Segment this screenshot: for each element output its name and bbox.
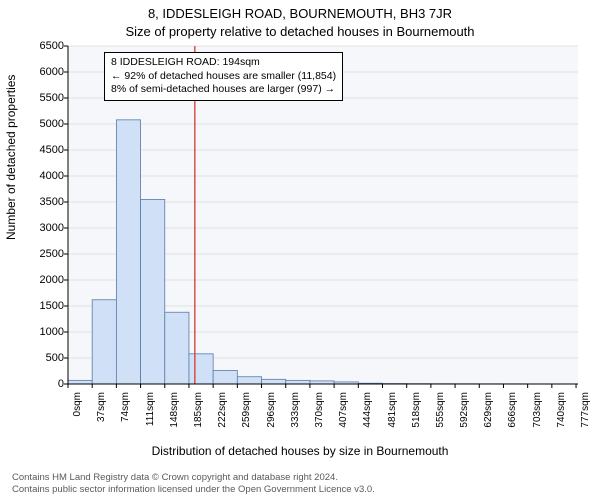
x-tick-label: 259sqm xyxy=(241,392,252,452)
y-tick-label: 4000 xyxy=(24,170,64,182)
y-tick-label: 0 xyxy=(24,378,64,390)
y-tick-label: 3000 xyxy=(24,222,64,234)
x-tick-label: 777sqm xyxy=(580,392,591,452)
chart-title-line-1: 8, IDDESLEIGH ROAD, BOURNEMOUTH, BH3 7JR xyxy=(0,6,600,21)
x-tick-label: 185sqm xyxy=(193,392,204,452)
y-tick-label: 500 xyxy=(24,352,64,364)
plot-area: 8 IDDESLEIGH ROAD: 194sqm ← 92% of detac… xyxy=(68,46,578,384)
x-tick-label: 740sqm xyxy=(556,392,567,452)
y-tick-label: 1000 xyxy=(24,326,64,338)
x-tick-label: 666sqm xyxy=(507,392,518,452)
x-tick-label: 111sqm xyxy=(145,392,156,452)
y-tick-label: 6000 xyxy=(24,66,64,78)
x-tick-label: 481sqm xyxy=(387,392,398,452)
y-tick-label: 5000 xyxy=(24,118,64,130)
annotation-line-2: ← 92% of detached houses are smaller (11… xyxy=(111,70,336,84)
annotation-line-1: 8 IDDESLEIGH ROAD: 194sqm xyxy=(111,56,336,70)
x-tick-label: 407sqm xyxy=(338,392,349,452)
x-tick-label: 296sqm xyxy=(266,392,277,452)
attribution-line-1: Contains HM Land Registry data © Crown c… xyxy=(12,472,375,484)
marker-annotation-box: 8 IDDESLEIGH ROAD: 194sqm ← 92% of detac… xyxy=(104,52,343,101)
y-tick-label: 5500 xyxy=(24,92,64,104)
annotation-line-3: 8% of semi-detached houses are larger (9… xyxy=(111,83,336,97)
x-tick-label: 444sqm xyxy=(362,392,373,452)
y-tick-label: 3500 xyxy=(24,196,64,208)
x-tick-label: 629sqm xyxy=(483,392,494,452)
y-tick-label: 2500 xyxy=(24,248,64,260)
x-tick-label: 333sqm xyxy=(290,392,301,452)
x-axis-label: Distribution of detached houses by size … xyxy=(0,444,600,458)
x-tick-label: 37sqm xyxy=(96,392,107,452)
attribution-line-2: Contains public sector information licen… xyxy=(12,484,375,496)
x-tick-label: 74sqm xyxy=(120,392,131,452)
chart-title-line-2: Size of property relative to detached ho… xyxy=(0,24,600,39)
x-tick-label: 555sqm xyxy=(435,392,446,452)
x-tick-label: 370sqm xyxy=(314,392,325,452)
y-tick-label: 2000 xyxy=(24,274,64,286)
y-tick-label: 4500 xyxy=(24,144,64,156)
y-axis-label: Number of detached properties xyxy=(4,75,18,240)
x-tick-label: 518sqm xyxy=(411,392,422,452)
x-tick-label: 148sqm xyxy=(169,392,180,452)
x-tick-label: 222sqm xyxy=(217,392,228,452)
y-tick-label: 1500 xyxy=(24,300,64,312)
x-tick-label: 592sqm xyxy=(459,392,470,452)
x-tick-label: 0sqm xyxy=(72,392,83,452)
y-tick-label: 6500 xyxy=(24,40,64,52)
x-tick-label: 703sqm xyxy=(532,392,543,452)
attribution-text: Contains HM Land Registry data © Crown c… xyxy=(12,472,375,496)
